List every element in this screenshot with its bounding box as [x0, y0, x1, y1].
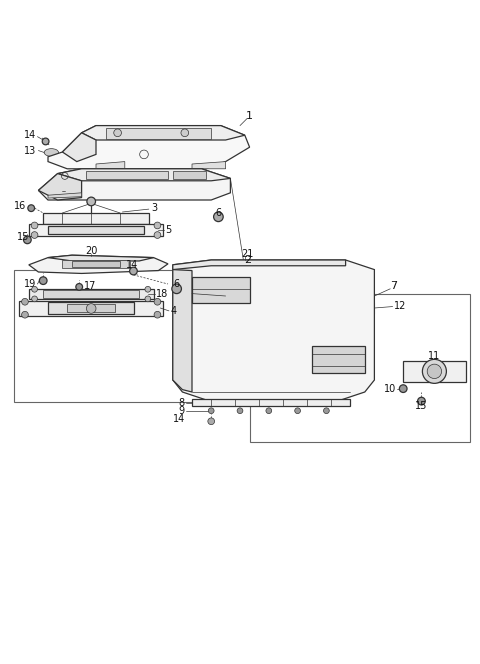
Polygon shape [96, 161, 125, 169]
Circle shape [237, 408, 243, 414]
Text: 13: 13 [24, 145, 36, 155]
Circle shape [154, 222, 161, 229]
Text: 1: 1 [246, 111, 253, 121]
Circle shape [145, 296, 151, 301]
Bar [14, 270, 250, 402]
Circle shape [154, 298, 161, 305]
Circle shape [266, 408, 272, 414]
Circle shape [22, 311, 28, 318]
Polygon shape [38, 169, 230, 200]
Text: 4: 4 [170, 306, 177, 316]
Ellipse shape [44, 149, 59, 156]
Circle shape [399, 385, 407, 392]
Text: 2: 2 [244, 255, 251, 265]
Text: 11: 11 [428, 351, 441, 361]
Polygon shape [19, 301, 163, 315]
Circle shape [42, 138, 49, 145]
Polygon shape [173, 171, 206, 179]
Polygon shape [192, 161, 226, 169]
Polygon shape [82, 125, 245, 140]
Polygon shape [302, 299, 360, 316]
Text: 20: 20 [85, 246, 97, 256]
Text: 14: 14 [126, 260, 138, 270]
Polygon shape [326, 320, 341, 332]
Polygon shape [43, 213, 149, 224]
Circle shape [154, 232, 161, 238]
Polygon shape [192, 277, 250, 303]
Text: 17: 17 [84, 281, 96, 291]
Circle shape [114, 129, 121, 137]
Polygon shape [62, 260, 130, 268]
Text: 10: 10 [384, 384, 396, 394]
Circle shape [214, 212, 223, 222]
Text: 16: 16 [14, 201, 26, 211]
Polygon shape [86, 171, 168, 179]
Text: 7: 7 [390, 282, 397, 291]
Polygon shape [106, 128, 211, 139]
Circle shape [145, 286, 151, 292]
Circle shape [32, 286, 37, 292]
Polygon shape [288, 296, 374, 320]
Circle shape [76, 284, 83, 290]
Text: 6: 6 [216, 208, 221, 218]
Text: 6: 6 [174, 279, 180, 289]
Polygon shape [192, 399, 350, 406]
Circle shape [324, 408, 329, 414]
Circle shape [208, 418, 215, 425]
Circle shape [427, 364, 442, 378]
Circle shape [130, 267, 137, 275]
Polygon shape [48, 302, 134, 314]
Circle shape [181, 129, 189, 137]
Bar [250, 293, 470, 442]
Circle shape [28, 205, 35, 212]
Polygon shape [29, 289, 154, 299]
Polygon shape [312, 347, 365, 373]
Text: 9: 9 [179, 406, 185, 416]
Polygon shape [43, 290, 139, 298]
Text: 3: 3 [151, 203, 157, 213]
Polygon shape [29, 255, 168, 274]
Circle shape [422, 359, 446, 383]
Text: 8: 8 [179, 398, 185, 408]
Polygon shape [58, 169, 230, 181]
Circle shape [39, 277, 47, 284]
Circle shape [208, 408, 214, 414]
Text: 14: 14 [24, 130, 36, 140]
Circle shape [24, 236, 31, 244]
Polygon shape [48, 226, 144, 234]
Circle shape [22, 298, 28, 305]
Text: 12: 12 [394, 301, 406, 311]
Polygon shape [29, 224, 163, 236]
Polygon shape [62, 133, 96, 161]
Circle shape [31, 232, 38, 238]
Text: 18: 18 [156, 289, 168, 299]
Circle shape [31, 222, 38, 229]
Polygon shape [48, 255, 154, 261]
Polygon shape [38, 173, 82, 200]
Polygon shape [173, 270, 192, 392]
Circle shape [154, 311, 161, 318]
Text: 19: 19 [24, 279, 36, 289]
Circle shape [295, 408, 300, 414]
Text: 14: 14 [172, 414, 185, 424]
Circle shape [32, 296, 37, 301]
Polygon shape [298, 296, 365, 303]
Polygon shape [48, 193, 82, 198]
Polygon shape [67, 304, 115, 312]
Polygon shape [403, 361, 466, 382]
Text: 5: 5 [166, 225, 172, 235]
Text: 15: 15 [415, 402, 428, 412]
Circle shape [418, 397, 425, 405]
Circle shape [86, 303, 96, 313]
Circle shape [87, 197, 96, 206]
Polygon shape [173, 260, 346, 270]
Polygon shape [173, 260, 374, 402]
Text: 21: 21 [241, 249, 253, 259]
Text: 15: 15 [17, 232, 29, 242]
Polygon shape [48, 125, 250, 169]
Circle shape [172, 284, 181, 293]
Polygon shape [72, 261, 120, 267]
